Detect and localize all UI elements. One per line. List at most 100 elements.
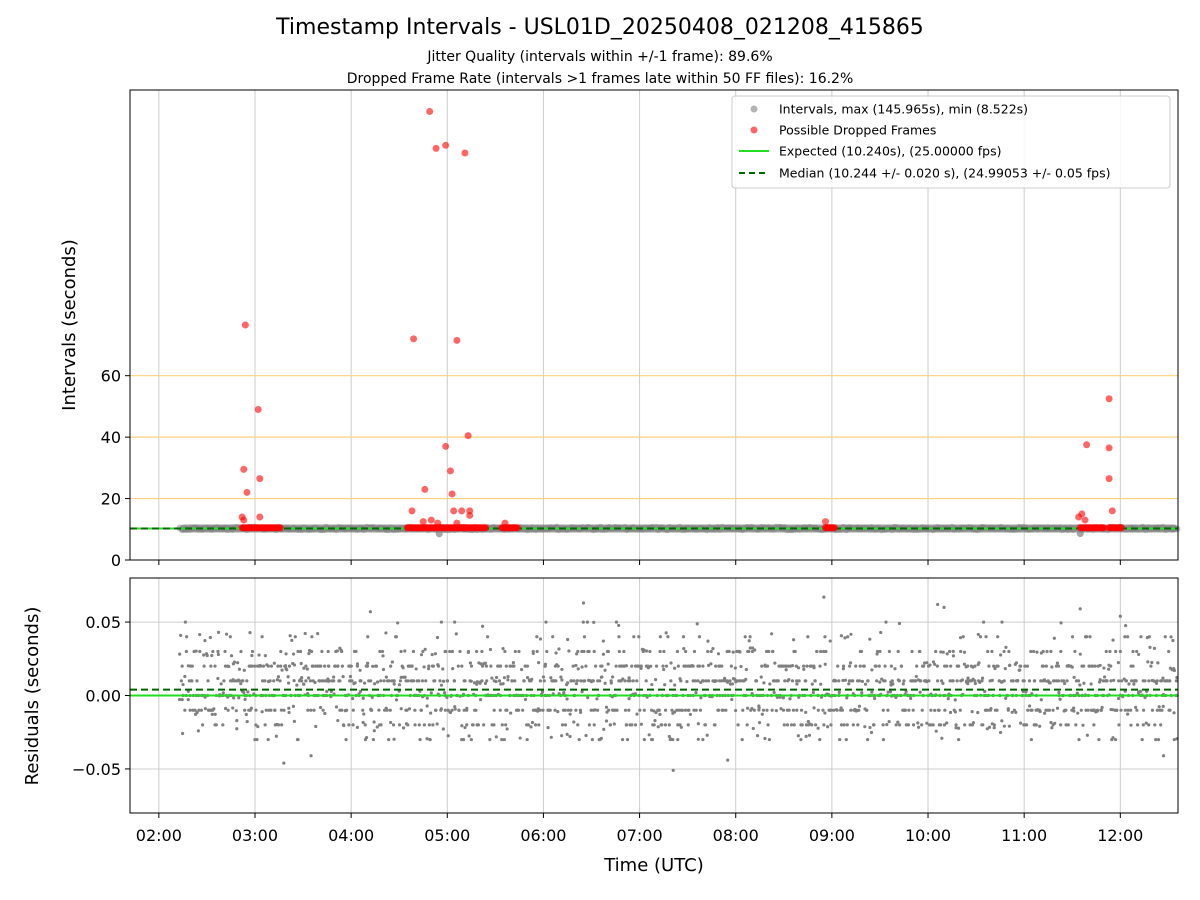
residual-point [726, 680, 730, 684]
residual-point [373, 682, 377, 686]
residual-point [560, 734, 564, 738]
residual-point [664, 631, 668, 635]
residual-point [336, 664, 340, 668]
residual-point [518, 736, 522, 740]
residual-point [787, 708, 791, 712]
residual-point [875, 649, 880, 654]
residual-point [355, 662, 360, 666]
residual-point [692, 649, 697, 654]
residual-point [1030, 708, 1034, 712]
residual-point [292, 719, 296, 723]
residual-point [203, 707, 207, 711]
residual-point [757, 706, 761, 710]
residual-point [671, 768, 675, 773]
residual-point [406, 679, 410, 683]
residual-point [363, 723, 367, 727]
residual-point [1018, 721, 1023, 725]
dropped-frame-point [276, 524, 284, 532]
residual-point [968, 723, 972, 727]
residual-point [188, 708, 192, 712]
residual-point [1107, 667, 1111, 671]
dropped-frame-point [1081, 516, 1089, 524]
legend-marker-dropped [750, 126, 758, 134]
residual-point [884, 620, 888, 624]
residual-point [545, 649, 549, 654]
residual-point [279, 708, 283, 712]
residual-point [1030, 692, 1034, 696]
residual-point [980, 676, 985, 680]
residual-point [795, 679, 799, 683]
residual-point [541, 675, 546, 679]
legend-label-intervals: Intervals, max (145.965s), min (8.522s) [779, 102, 1028, 117]
residual-point [463, 679, 467, 683]
residual-point [326, 649, 330, 654]
residual-point [857, 704, 862, 708]
residual-point [394, 698, 399, 702]
residual-point [1114, 649, 1118, 654]
residual-point [295, 683, 299, 687]
residual-point [292, 663, 297, 667]
residual-point [730, 682, 735, 686]
residual-point [585, 620, 590, 624]
dropped-frame-point [1083, 441, 1091, 449]
residual-point [765, 664, 770, 668]
residual-point [978, 635, 983, 639]
residual-point [336, 718, 340, 723]
residuals-axes: −0.05 0.00 0.05 02:00 03:00 04:00 05:00 06:00 07… [72, 613, 1143, 845]
residual-point [1131, 649, 1135, 654]
residual-point [299, 661, 303, 666]
dropped-frame-point [464, 432, 472, 440]
y-tick-label: 40 [101, 428, 121, 447]
residual-point [276, 675, 281, 679]
residual-point [1047, 708, 1052, 712]
residual-point [406, 723, 410, 727]
residual-point [676, 737, 680, 742]
dropped-frame-point [501, 519, 509, 527]
residual-point [314, 724, 318, 729]
y-tick-label: 60 [101, 367, 121, 386]
residual-point [427, 667, 431, 671]
residual-point [361, 696, 365, 700]
residual-point [998, 730, 1003, 735]
residual-point [1058, 697, 1062, 701]
residual-point [399, 675, 403, 679]
residual-point [209, 664, 213, 668]
residual-point [815, 649, 819, 654]
residual-point [353, 681, 357, 685]
residual-point [925, 721, 929, 725]
residual-point [878, 649, 882, 654]
residual-point [897, 679, 901, 683]
residual-point [462, 737, 466, 742]
residual-point [537, 723, 541, 727]
residual-point [202, 653, 206, 657]
residual-point [811, 690, 815, 695]
residual-point [750, 646, 755, 650]
residual-point [323, 711, 327, 716]
residual-point [883, 679, 887, 683]
residual-point [1119, 708, 1123, 712]
residual-point [569, 679, 574, 683]
residual-point [512, 664, 516, 668]
residual-point [312, 708, 316, 712]
residual-point [733, 666, 737, 670]
residual-point [795, 708, 799, 712]
residual-point [446, 734, 450, 738]
residual-point [946, 697, 950, 701]
residual-point [548, 708, 552, 712]
residual-point [478, 698, 483, 702]
residual-point [1027, 679, 1032, 683]
residual-point [783, 679, 787, 683]
residual-point [483, 681, 488, 686]
residual-point [770, 708, 774, 712]
residual-point [273, 708, 277, 712]
residual-point [862, 664, 866, 668]
residual-point [740, 737, 744, 742]
residual-point [469, 664, 474, 668]
residual-point [266, 664, 270, 668]
residual-point [1003, 667, 1007, 671]
residual-point [556, 709, 560, 714]
residual-point [847, 679, 852, 683]
residual-point [1117, 696, 1121, 701]
residual-point [617, 649, 621, 654]
residual-point [628, 679, 632, 683]
